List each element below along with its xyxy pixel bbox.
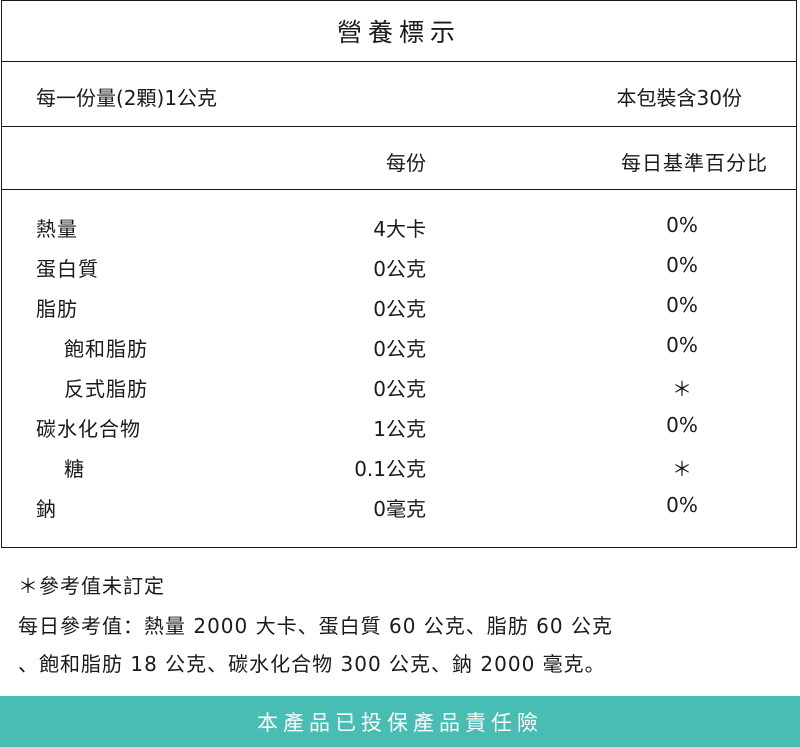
nutrient-daily-value: 0% [666, 213, 698, 237]
nutrient-amount: 0公克 [373, 337, 426, 361]
nutrient-amount: 0.1公克 [354, 457, 426, 481]
nutrient-daily-value: ＊ [672, 377, 692, 401]
nutrient-row-carbohydrate: 碳水化合物 1公克 0% [2, 413, 796, 453]
nutrient-row-sodium: 鈉 0毫克 0% [2, 493, 796, 533]
asterisk-note: ＊參考值未訂定 [18, 574, 165, 598]
nutrient-amount: 1公克 [373, 417, 426, 441]
nutrient-daily-value: 0% [666, 493, 698, 517]
nutrient-amount: 0公克 [373, 257, 426, 281]
nutrient-daily-value: 0% [666, 413, 698, 437]
table-title: 營養標示 [2, 1, 796, 62]
column-header-row: 每份 每日基準百分比 [2, 127, 796, 190]
nutrient-name: 反式脂肪 [64, 377, 148, 401]
nutrient-name: 鈉 [36, 497, 57, 521]
serving-size: 每一份量(2顆)1公克 [36, 86, 218, 110]
nutrient-amount: 4大卡 [373, 217, 426, 241]
nutrient-name: 脂肪 [36, 297, 78, 321]
nutrient-amount: 0公克 [373, 297, 426, 321]
header-daily-value: 每日基準百分比 [621, 151, 768, 175]
nutrient-daily-value: ＊ [672, 457, 692, 481]
nutrient-row-sugar: 糖 0.1公克 ＊ [2, 453, 796, 493]
nutrient-name: 蛋白質 [36, 257, 99, 281]
nutrient-row-fat: 脂肪 0公克 0% [2, 293, 796, 333]
nutrient-daily-value: 0% [666, 253, 698, 277]
insurance-banner: 本產品已投保產品責任險 [0, 696, 800, 747]
nutrient-row-protein: 蛋白質 0公克 0% [2, 253, 796, 293]
nutrient-row-calories: 熱量 4大卡 0% [2, 213, 796, 253]
nutrient-amount: 0毫克 [373, 497, 426, 521]
footnotes: ＊參考值未訂定 每日參考值：熱量 2000 大卡、蛋白質 60 公克、脂肪 60… [18, 567, 613, 683]
reference-values-line-2: 、飽和脂肪 18 公克、碳水化合物 300 公克、鈉 2000 毫克。 [18, 652, 606, 676]
nutrient-name: 碳水化合物 [36, 417, 141, 441]
reference-values-line-1: 每日參考值：熱量 2000 大卡、蛋白質 60 公克、脂肪 60 公克 [18, 614, 613, 638]
nutrient-amount: 0公克 [373, 377, 426, 401]
nutrient-row-saturated-fat: 飽和脂肪 0公克 0% [2, 333, 796, 373]
nutrient-name: 糖 [64, 457, 85, 481]
header-per-serving: 每份 [386, 151, 426, 175]
nutrient-row-trans-fat: 反式脂肪 0公克 ＊ [2, 373, 796, 413]
nutrient-name: 熱量 [36, 217, 78, 241]
nutrient-rows: 熱量 4大卡 0% 蛋白質 0公克 0% 脂肪 0公克 0% 飽和脂肪 0公克 … [2, 213, 796, 533]
servings-per-package: 本包裝含30份 [616, 86, 742, 110]
serving-info-row: 每一份量(2顆)1公克 本包裝含30份 [2, 62, 796, 127]
nutrient-daily-value: 0% [666, 293, 698, 317]
nutrient-daily-value: 0% [666, 333, 698, 357]
nutrient-name: 飽和脂肪 [64, 337, 148, 361]
nutrition-facts-table: 營養標示 每一份量(2顆)1公克 本包裝含30份 每份 每日基準百分比 熱量 4… [1, 0, 797, 548]
